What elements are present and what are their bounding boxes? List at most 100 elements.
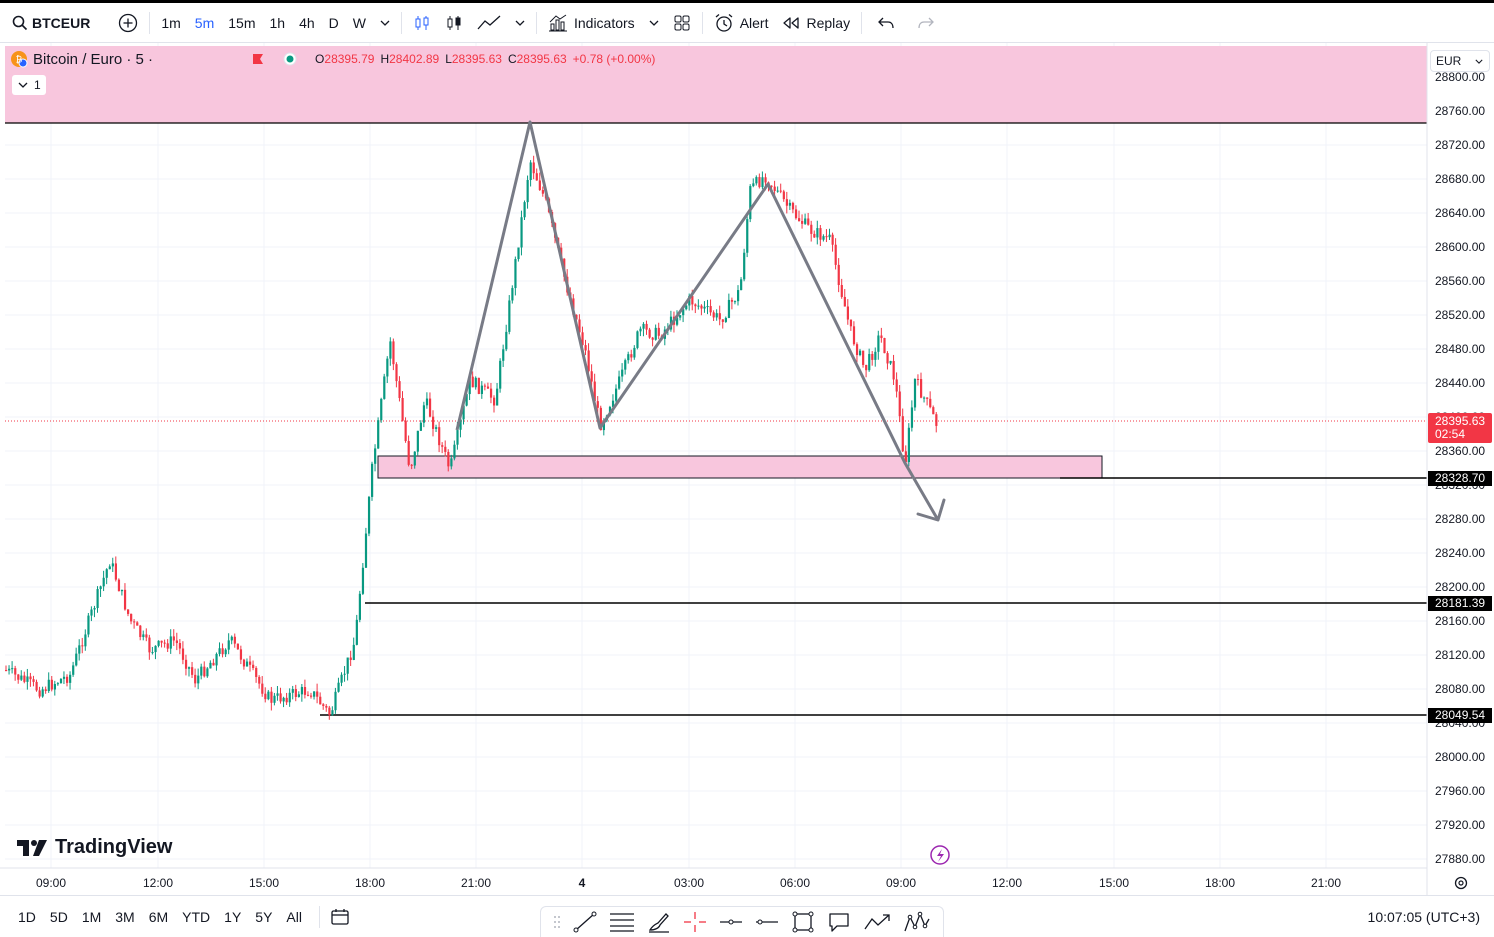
callout-icon[interactable]	[827, 911, 851, 933]
candle-body	[520, 217, 523, 248]
candle-body	[81, 645, 84, 647]
candle-body	[249, 661, 252, 665]
candles-style-button[interactable]	[406, 3, 438, 42]
range-5d[interactable]: 5D	[49, 908, 68, 925]
pattern-drawing[interactable]	[455, 120, 940, 521]
lightning-icon[interactable]	[930, 845, 950, 865]
range-3m[interactable]: 3M	[115, 908, 135, 925]
symbol-search[interactable]: BTCEUR	[0, 3, 97, 42]
candle-body	[66, 676, 69, 683]
line-style-button[interactable]	[470, 3, 508, 42]
interval-4h[interactable]: 4h	[299, 14, 315, 31]
path-icon[interactable]	[863, 911, 891, 933]
interval-d[interactable]: D	[328, 14, 339, 31]
svg-text:₿: ₿	[16, 55, 23, 66]
symbol-title[interactable]: Bitcoin / Euro · 5 ·	[33, 50, 154, 68]
undo-button[interactable]	[866, 3, 906, 42]
pattern-icon[interactable]	[903, 911, 931, 933]
chevron-down-icon	[1475, 59, 1483, 64]
search-icon	[12, 15, 28, 30]
interval-w[interactable]: W	[352, 14, 366, 31]
candle-body	[392, 341, 395, 365]
bar-style-button[interactable]	[438, 3, 470, 42]
drag-handle-icon[interactable]	[553, 915, 561, 929]
price-axis[interactable]: 28800.00 28760.00 28720.00 28680.00 28640.00…	[1435, 70, 1485, 866]
alert-label: Alert	[739, 14, 769, 31]
range-1d[interactable]: 1D	[18, 908, 36, 925]
supply-zone[interactable]	[5, 46, 1427, 123]
horizontal-line-icon[interactable]	[719, 911, 743, 933]
candle-body	[627, 354, 630, 361]
tradingview-logo-icon	[17, 839, 47, 856]
chart-type-dropdown[interactable]	[508, 3, 532, 42]
interval-1h[interactable]: 1h	[269, 14, 286, 31]
price-tick-label: 28240.00	[1435, 546, 1485, 560]
price-tick-label: 27960.00	[1435, 784, 1485, 798]
redo-button[interactable]	[906, 3, 946, 42]
ray-icon[interactable]	[755, 911, 779, 933]
range-selector: 1D 5D 1M 3M 6M YTD 1Y 5Y All	[11, 909, 309, 925]
interval-5m[interactable]: 5m	[194, 14, 215, 31]
trend-line-icon[interactable]	[573, 911, 597, 933]
layout-button[interactable]	[666, 3, 698, 42]
range-ytd[interactable]: YTD	[182, 908, 211, 925]
flag-icon[interactable]	[251, 53, 265, 65]
price-tick-label: 28360.00	[1435, 444, 1485, 458]
add-symbol-button[interactable]	[111, 3, 145, 42]
range-1y[interactable]: 1Y	[224, 908, 242, 925]
interval-dropdown[interactable]	[373, 3, 397, 42]
fib-retracement-icon[interactable]	[609, 911, 635, 933]
replay-button[interactable]: Replay	[775, 3, 857, 42]
candle-body	[755, 177, 758, 184]
candle-body	[587, 350, 590, 372]
alert-button[interactable]: Alert	[707, 3, 776, 42]
indicators-dropdown[interactable]	[642, 3, 666, 42]
level-badge-3[interactable]: 28049.54	[1428, 708, 1492, 723]
top-toolbar: BTCEUR 1m 5m 15m 1h 4h D W Indicators Al…	[0, 0, 1494, 43]
interval-15m[interactable]: 15m	[228, 14, 256, 31]
interval-1m[interactable]: 1m	[161, 14, 181, 31]
indicators-collapse[interactable]: 1	[12, 75, 46, 95]
price-chart[interactable]: 28800.00 28760.00 28720.00 28680.00 28640.00…	[0, 43, 1494, 895]
candle-body	[5, 670, 8, 671]
candle-body	[724, 317, 727, 322]
calendar-goto-icon[interactable]	[330, 908, 350, 926]
candle-body	[267, 691, 270, 700]
candle-body	[32, 679, 35, 682]
demand-zone[interactable]	[377, 455, 1103, 479]
candle-body	[502, 349, 505, 361]
crosshair-icon[interactable]	[683, 911, 707, 933]
level-badge-2[interactable]: 28181.39	[1428, 596, 1492, 611]
range-6m[interactable]: 6M	[148, 908, 169, 925]
tradingview-logo[interactable]: TradingView	[17, 836, 172, 859]
time-axis[interactable]: 09:00 12:00 15:00 18:00 21:00 4 03:00 06:00 09:0…	[36, 876, 1341, 890]
currency-selector[interactable]: EUR	[1430, 50, 1490, 72]
price-tick-label: 28720.00	[1435, 138, 1485, 152]
range-all[interactable]: All	[286, 908, 302, 925]
level-badge-1[interactable]: 28328.70	[1428, 471, 1492, 486]
candle-body	[17, 674, 20, 680]
candle-body	[188, 667, 191, 669]
candle-body	[172, 636, 175, 641]
candle-body	[56, 683, 60, 685]
candle-body	[105, 569, 108, 578]
rectangle-icon[interactable]	[791, 911, 815, 933]
clock[interactable]: 10:07:05 (UTC+3)	[1367, 908, 1480, 925]
range-1m[interactable]: 1M	[81, 908, 102, 925]
gear-icon[interactable]	[1454, 876, 1468, 890]
brush-icon[interactable]	[647, 911, 671, 933]
candle-body	[364, 533, 368, 568]
market-status-icon[interactable]	[279, 52, 301, 66]
range-5y[interactable]: 5Y	[255, 908, 273, 925]
candle-body	[352, 644, 355, 660]
candle-body	[480, 385, 483, 394]
candle-body	[386, 358, 389, 377]
candle-body	[813, 233, 816, 238]
candle-body	[291, 689, 294, 693]
candle-body	[486, 386, 490, 389]
candle-body	[923, 397, 926, 399]
candle-body	[270, 691, 273, 703]
indicators-button[interactable]: Indicators	[541, 3, 642, 42]
candle-body	[319, 696, 322, 705]
indicators-label: Indicators	[573, 14, 635, 31]
